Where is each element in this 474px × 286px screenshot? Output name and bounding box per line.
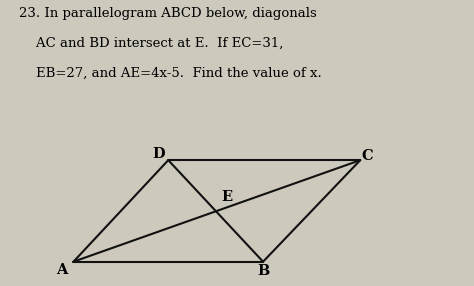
Text: EB=27, and AE=4x-5.  Find the value of x.: EB=27, and AE=4x-5. Find the value of x. (19, 67, 322, 80)
Text: E: E (222, 190, 233, 204)
Text: D: D (153, 148, 165, 161)
Text: 23. In parallelogram ABCD below, diagonals: 23. In parallelogram ABCD below, diagona… (19, 7, 317, 20)
Text: B: B (257, 264, 269, 278)
Text: A: A (56, 263, 67, 277)
Text: AC and BD intersect at E.  If EC=31,: AC and BD intersect at E. If EC=31, (19, 37, 283, 50)
Text: C: C (362, 149, 373, 163)
